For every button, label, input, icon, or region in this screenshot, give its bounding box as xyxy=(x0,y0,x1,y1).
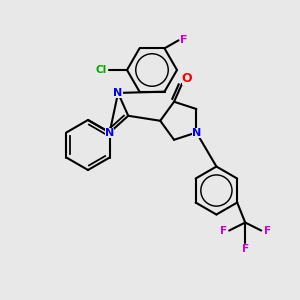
Text: F: F xyxy=(264,226,271,236)
Text: Cl: Cl xyxy=(95,65,106,75)
Text: F: F xyxy=(220,226,227,236)
Text: O: O xyxy=(182,72,192,85)
Text: F: F xyxy=(242,244,249,254)
Text: F: F xyxy=(180,35,187,45)
Text: N: N xyxy=(105,128,114,137)
Text: N: N xyxy=(113,88,123,98)
Text: N: N xyxy=(192,128,201,137)
